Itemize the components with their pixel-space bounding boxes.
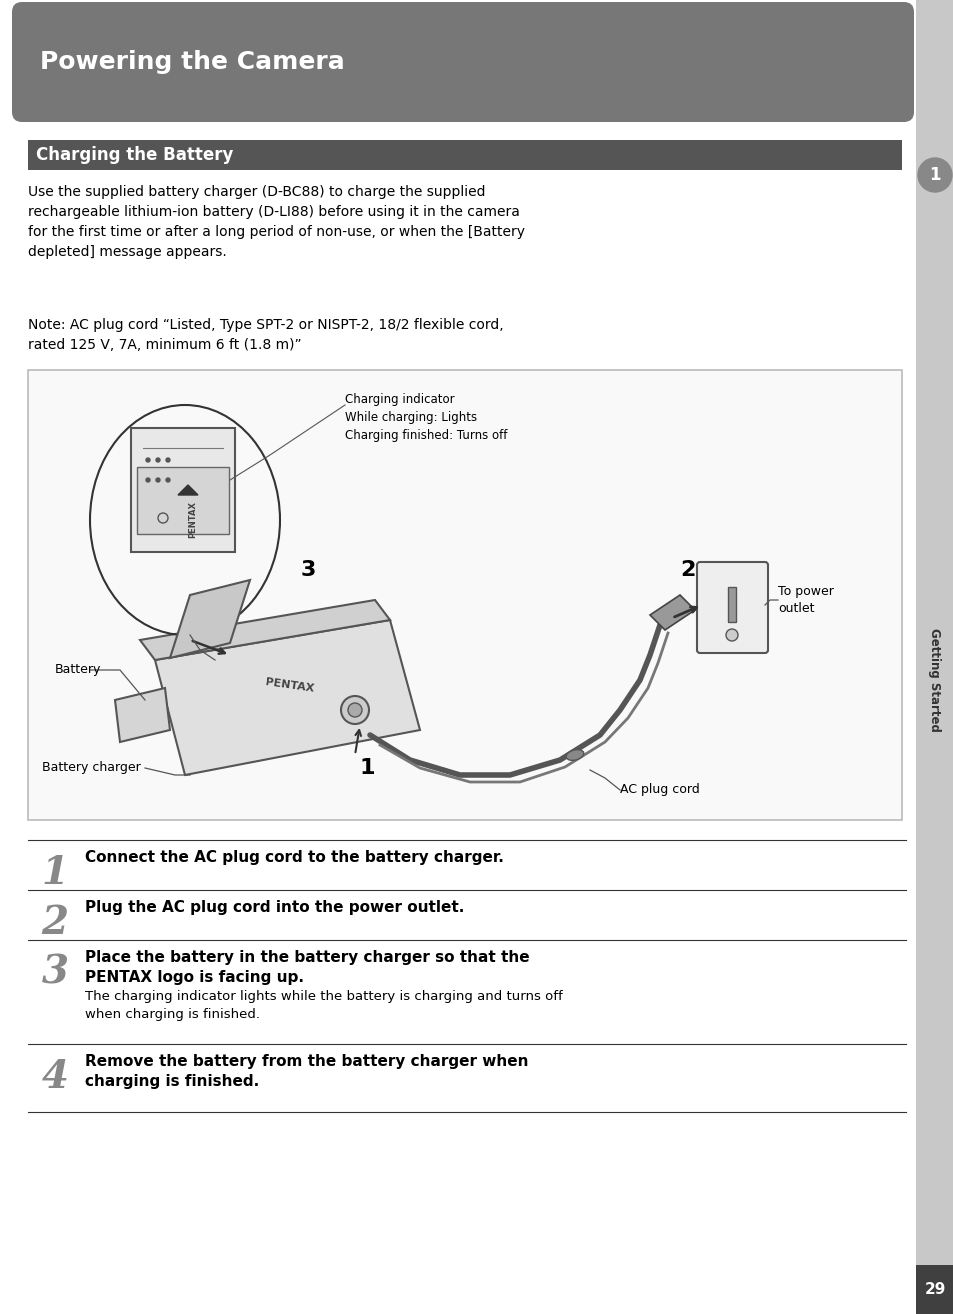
Text: The charging indicator lights while the battery is charging and turns off
when c: The charging indicator lights while the … (85, 989, 562, 1021)
Text: Getting Started: Getting Started (927, 628, 941, 732)
Text: Plug the AC plug cord into the power outlet.: Plug the AC plug cord into the power out… (85, 900, 464, 915)
Circle shape (146, 478, 150, 482)
Text: 3: 3 (42, 954, 69, 992)
Text: Charging the Battery: Charging the Battery (36, 146, 233, 164)
Polygon shape (140, 600, 390, 660)
Text: 3: 3 (300, 560, 315, 579)
Circle shape (156, 478, 160, 482)
FancyBboxPatch shape (697, 562, 767, 653)
Text: Remove the battery from the battery charger when
charging is finished.: Remove the battery from the battery char… (85, 1054, 528, 1089)
Text: Use the supplied battery charger (D-BC88) to charge the supplied
rechargeable li: Use the supplied battery charger (D-BC88… (28, 185, 524, 259)
Polygon shape (170, 579, 250, 658)
Circle shape (156, 459, 160, 463)
Polygon shape (649, 595, 695, 629)
FancyBboxPatch shape (137, 466, 229, 533)
Text: 2: 2 (679, 560, 695, 579)
Text: 2: 2 (42, 904, 69, 942)
Text: AC plug cord: AC plug cord (619, 783, 699, 796)
Text: Powering the Camera: Powering the Camera (40, 50, 344, 74)
Circle shape (166, 478, 170, 482)
Text: Note: AC plug cord “Listed, Type SPT-2 or NISPT-2, 18/2 flexible cord,
rated 125: Note: AC plug cord “Listed, Type SPT-2 o… (28, 318, 503, 352)
Text: PENTAX: PENTAX (189, 502, 197, 539)
FancyBboxPatch shape (131, 428, 234, 552)
Text: Battery charger: Battery charger (42, 762, 141, 774)
Circle shape (348, 703, 361, 717)
Text: Place the battery in the battery charger so that the
PENTAX logo is facing up.: Place the battery in the battery charger… (85, 950, 529, 986)
Circle shape (725, 629, 738, 641)
Bar (28, 371, 901, 820)
Circle shape (166, 459, 170, 463)
Text: Charging indicator
While charging: Lights
Charging finished: Turns off: Charging indicator While charging: Light… (345, 393, 507, 442)
Circle shape (146, 459, 150, 463)
Circle shape (917, 158, 951, 192)
Text: 1: 1 (42, 854, 69, 892)
Bar (727, 587, 735, 622)
Bar (28, 141, 901, 170)
Polygon shape (154, 620, 419, 775)
Ellipse shape (566, 750, 583, 761)
Text: Connect the AC plug cord to the battery charger.: Connect the AC plug cord to the battery … (85, 850, 503, 865)
Text: 1: 1 (359, 758, 375, 778)
Text: 4: 4 (42, 1058, 69, 1096)
Circle shape (340, 696, 369, 724)
FancyBboxPatch shape (12, 3, 913, 122)
Text: Battery: Battery (55, 664, 101, 677)
Polygon shape (115, 689, 170, 742)
Text: PENTAX: PENTAX (265, 677, 314, 694)
Polygon shape (178, 485, 198, 495)
Bar (915, 0, 953, 1314)
Text: To power
outlet: To power outlet (778, 585, 833, 615)
Bar (915, 1265, 953, 1314)
Text: 29: 29 (923, 1281, 944, 1297)
Text: 1: 1 (928, 166, 940, 184)
